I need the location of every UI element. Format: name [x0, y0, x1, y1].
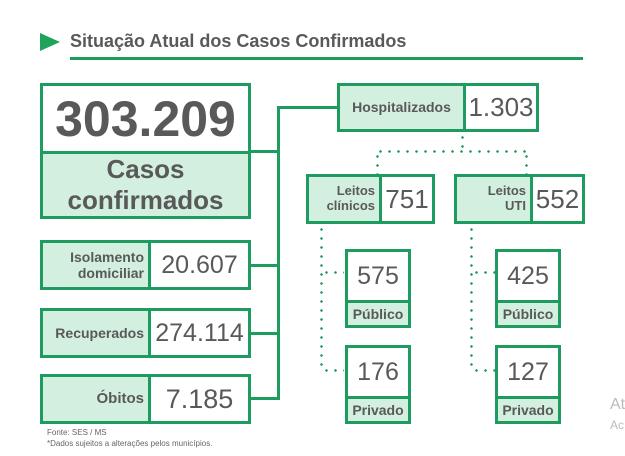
recovered-value: 274.114: [148, 311, 248, 355]
connector: [250, 397, 279, 400]
hospitalized-label: Hospitalizados: [340, 86, 463, 129]
hospitalized-value: 1.303: [463, 86, 536, 129]
icu-public-box: 425 Público: [495, 249, 561, 328]
icu-beds-value: 552: [530, 177, 582, 221]
icu-private-value: 127: [498, 348, 558, 396]
dotted-connector: [376, 152, 379, 174]
dotted-connector: [376, 150, 529, 153]
dotted-connector: [320, 225, 323, 372]
isolation-label: Isolamento domiciliar: [43, 243, 148, 287]
deaths-label: Óbitos: [43, 377, 148, 421]
total-cases-label: Casos confirmados: [43, 151, 248, 216]
clinical-private-value: 176: [348, 348, 408, 396]
isolation-value: 20.607: [148, 243, 248, 287]
dotted-connector: [472, 271, 495, 274]
icu-private-label: Privado: [498, 396, 558, 421]
total-cases-box: 303.209 Casos confirmados: [40, 83, 251, 219]
connector: [277, 106, 338, 109]
clinical-beds-label: Leitos clínicos: [309, 177, 379, 221]
watermark-line1: At: [610, 396, 625, 413]
clinical-beds-value: 751: [379, 177, 432, 221]
dotted-connector: [322, 369, 344, 372]
dotted-connector: [322, 271, 344, 274]
dotted-connector: [472, 369, 495, 372]
watermark-line2: Ac: [610, 418, 625, 432]
dotted-connector: [461, 133, 464, 151]
recovered-box: Recuperados 274.114: [40, 308, 251, 358]
connector: [277, 106, 280, 400]
total-cases-value: 303.209: [55, 90, 236, 147]
header-triangle-icon: [40, 33, 60, 51]
clinical-private-box: 176 Privado: [345, 345, 411, 424]
disclaimer-text: *Dados sujeitos a alterações pelos munic…: [47, 439, 213, 448]
connector: [250, 150, 279, 153]
deaths-box: Óbitos 7.185: [40, 374, 251, 424]
hospitalized-box: Hospitalizados 1.303: [337, 83, 539, 132]
page-title: Situação Atual dos Casos Confirmados: [70, 31, 407, 51]
deaths-value: 7.185: [148, 377, 248, 421]
clinical-public-value: 575: [348, 252, 408, 300]
connector: [250, 264, 279, 267]
clinical-private-label: Privado: [348, 396, 408, 421]
icu-public-label: Público: [498, 300, 558, 325]
isolation-box: Isolamento domiciliar 20.607: [40, 240, 251, 290]
recovered-label: Recuperados: [43, 311, 148, 355]
clinical-public-box: 575 Público: [345, 249, 411, 328]
icu-public-value: 425: [498, 252, 558, 300]
icu-beds-box: Leitos UTI 552: [454, 174, 585, 224]
source-text: Fonte: SES / MS: [47, 428, 107, 437]
clinical-public-label: Público: [348, 300, 408, 325]
title-underline: [70, 57, 583, 60]
dotted-connector: [470, 225, 473, 372]
connector: [250, 332, 279, 335]
icu-private-box: 127 Privado: [495, 345, 561, 424]
dotted-connector: [525, 152, 528, 174]
icu-beds-label: Leitos UTI: [457, 177, 530, 221]
clinical-beds-box: Leitos clínicos 751: [306, 174, 435, 224]
